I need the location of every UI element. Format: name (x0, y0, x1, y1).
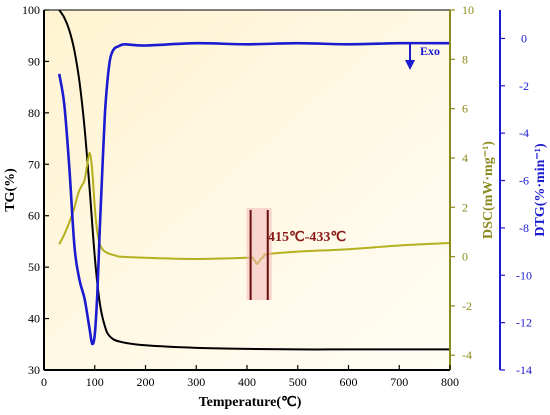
dsc-tick-label: 6 (462, 102, 468, 116)
dtg-tick-label: -10 (516, 268, 532, 282)
tg-tick-label: 40 (28, 312, 40, 326)
dsc-tick-label: 0 (462, 250, 468, 264)
x-tick-label: 300 (187, 375, 205, 389)
exo-label: Exo (420, 44, 440, 58)
tg-tick-label: 60 (28, 209, 40, 223)
x-tick-label: 600 (340, 375, 358, 389)
x-tick-label: 0 (41, 375, 47, 389)
dtg-tick-label: -2 (519, 79, 529, 93)
x-tick-label: 700 (390, 375, 408, 389)
dsc-tick-label: 2 (462, 200, 468, 214)
tg-axis-label: TG(%) (3, 168, 18, 212)
x-tick-label: 400 (238, 375, 256, 389)
x-tick-label: 200 (137, 375, 155, 389)
dsc-tick-label: 4 (462, 151, 468, 165)
x-axis-label: Temperature(℃) (199, 395, 302, 410)
x-tick-label: 100 (86, 375, 104, 389)
dtg-tick-label: -4 (519, 126, 529, 140)
x-tick-label: 800 (441, 375, 459, 389)
dtg-axis-label: DTG(%·min⁻¹) (533, 143, 548, 237)
tg-tick-label: 70 (28, 157, 40, 171)
dtg-tick-label: -8 (519, 221, 529, 235)
tg-tick-label: 90 (28, 54, 40, 68)
tg-tick-label: 80 (28, 106, 40, 120)
dsc-tick-label: -4 (462, 348, 472, 362)
tg-tick-label: 100 (22, 3, 40, 17)
dsc-tick-label: -2 (462, 299, 472, 313)
dtg-tick-label: -6 (519, 174, 529, 188)
x-tick-label: 500 (289, 375, 307, 389)
tg-tick-label: 30 (28, 363, 40, 377)
dsc-tick-label: 10 (462, 3, 474, 17)
dsc-axis-label: DSC(mW·mg⁻¹) (481, 141, 496, 239)
dsc-tick-label: 8 (462, 52, 468, 66)
tg-curve (58, 9, 450, 351)
exo-arrow-icon (405, 60, 415, 70)
dtg-tick-label: -12 (516, 316, 532, 330)
tg-tick-label: 50 (28, 260, 40, 274)
dtg-tick-label: 0 (521, 31, 527, 45)
plot-area (44, 10, 450, 370)
dtg-tick-label: -14 (516, 363, 532, 377)
dtg-curve (57, 41, 451, 346)
range-annotation: 415℃-433℃ (268, 230, 346, 245)
